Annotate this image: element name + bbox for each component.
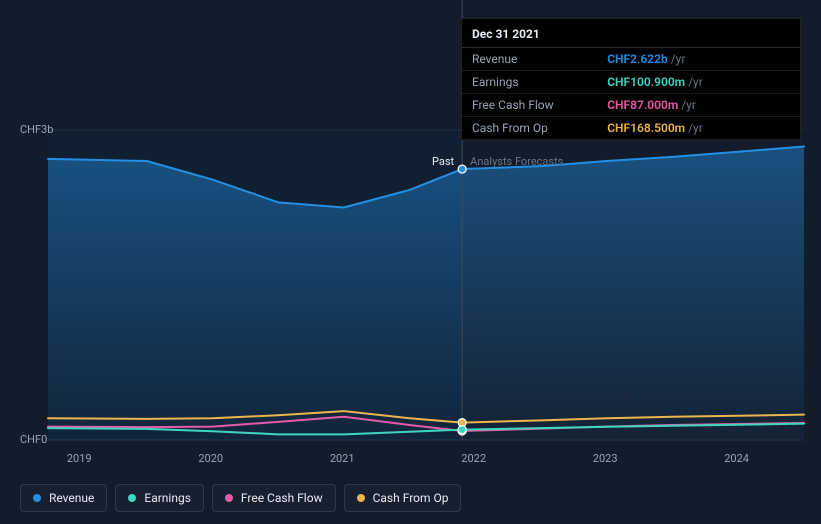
section-label-past: Past [48, 155, 454, 168]
x-tick-label: 2024 [724, 452, 749, 465]
tooltip-row: Cash From OpCHF168.500m /yr [462, 117, 800, 140]
chart-container: CHF0 CHF3b Past Analysts Forecasts 2019 2… [0, 0, 821, 524]
tooltip-row-label: Free Cash Flow [462, 94, 597, 117]
tooltip-row-unit: /yr [685, 75, 703, 89]
x-tick-label: 2020 [198, 452, 223, 465]
x-tick-label: 2023 [593, 452, 618, 465]
tooltip-row-unit: /yr [668, 52, 686, 66]
tooltip-row: RevenueCHF2.622b /yr [462, 48, 800, 71]
legend-item-label: Free Cash Flow [241, 491, 323, 505]
chart-legend: Revenue Earnings Free Cash Flow Cash From O… [20, 484, 461, 512]
tooltip-row-label: Cash From Op [462, 117, 597, 140]
tooltip-date: Dec 31 2021 [462, 19, 800, 48]
legend-item-earnings[interactable]: Earnings [115, 484, 204, 512]
legend-item-label: Earnings [144, 491, 191, 505]
legend-item-revenue[interactable]: Revenue [20, 484, 107, 512]
tooltip-row-value: CHF168.500m /yr [597, 117, 800, 140]
legend-item-label: Cash From Op [373, 491, 449, 505]
x-tick-label: 2021 [330, 452, 355, 465]
legend-dot-icon [33, 494, 41, 502]
legend-dot-icon [357, 494, 365, 502]
tooltip-row-value: CHF100.900m /yr [597, 71, 800, 94]
tooltip-row: EarningsCHF100.900m /yr [462, 71, 800, 94]
tooltip-row-unit: /yr [678, 98, 696, 112]
y-tick-label: CHF3b [20, 123, 53, 136]
y-tick-label: CHF0 [20, 433, 47, 446]
tooltip-table: RevenueCHF2.622b /yrEarningsCHF100.900m … [462, 48, 800, 140]
section-label-forecasts: Analysts Forecasts [470, 155, 563, 168]
tooltip-row-label: Revenue [462, 48, 597, 71]
hover-tooltip: Dec 31 2021 RevenueCHF2.622b /yrEarnings… [461, 18, 801, 141]
x-tick-label: 2019 [67, 452, 92, 465]
x-tick-label: 2022 [461, 452, 486, 465]
tooltip-row-value: CHF87.000m /yr [597, 94, 800, 117]
legend-item-label: Revenue [49, 491, 94, 505]
tooltip-row-label: Earnings [462, 71, 597, 94]
legend-dot-icon [128, 494, 136, 502]
legend-item-cash_from_op[interactable]: Cash From Op [344, 484, 462, 512]
legend-dot-icon [225, 494, 233, 502]
legend-item-free_cash_flow[interactable]: Free Cash Flow [212, 484, 336, 512]
tooltip-row-unit: /yr [685, 121, 703, 135]
tooltip-row: Free Cash FlowCHF87.000m /yr [462, 94, 800, 117]
tooltip-row-value: CHF2.622b /yr [597, 48, 800, 71]
